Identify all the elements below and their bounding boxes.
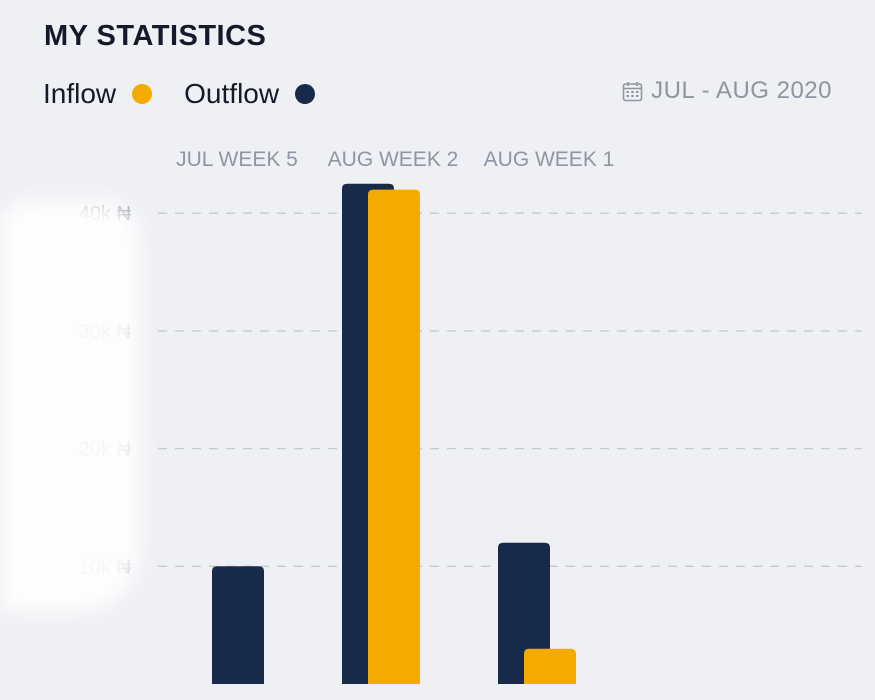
redaction-blur [0,200,140,612]
x-category-label: JUL WEEK 5 [176,148,298,171]
date-range-label: JUL - AUG 2020 [651,77,832,104]
date-range-picker[interactable]: JUL - AUG 2020 [622,77,832,105]
inflow-dot-icon [132,84,153,104]
calendar-icon [622,81,643,101]
inflow-bar [368,189,420,684]
chart-legend: Inflow Outflow [43,78,347,110]
legend-item-inflow[interactable]: Inflow [43,78,153,110]
legend-item-outflow[interactable]: Outflow [184,78,316,110]
inflow-bar [524,648,576,684]
page-title: MY STATISTICS [44,20,267,52]
legend-label-inflow: Inflow [43,78,117,109]
outflow-bar [212,566,264,684]
legend-label-outflow: Outflow [184,78,280,109]
x-category-label: AUG WEEK 1 [484,148,615,171]
outflow-dot-icon [295,84,316,104]
x-category-label: AUG WEEK 2 [328,148,459,171]
